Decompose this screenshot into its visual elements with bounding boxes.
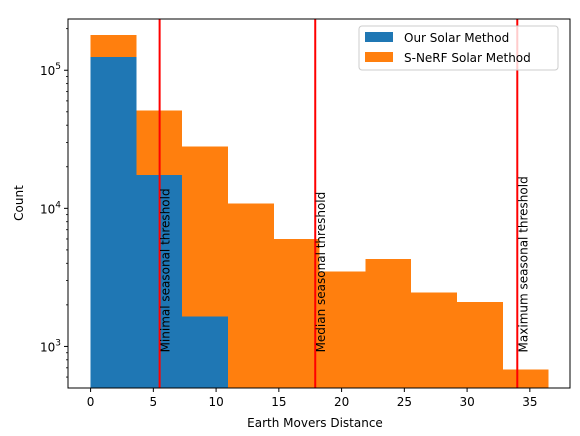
y-axis-ticks: 103 104 105 <box>40 28 68 378</box>
bar-snerf-4 <box>273 238 320 388</box>
x-tick-label-6: 30 <box>459 395 474 409</box>
y-tick-label-1: 104 <box>40 200 61 216</box>
y-axis-label: Count <box>12 185 26 221</box>
x-tick-label-2: 10 <box>208 395 223 409</box>
legend-swatch-1 <box>365 52 393 62</box>
bar-snerf-8 <box>457 301 503 388</box>
bar-snerf-9 <box>502 369 549 388</box>
x-axis-label: Earth Movers Distance <box>247 416 383 430</box>
legend-swatch-0 <box>365 32 393 42</box>
legend: Our Solar Method S-NeRF Solar Method <box>358 25 559 71</box>
bar-snerf-5 <box>319 271 366 388</box>
y-tick-label-0: 103 <box>40 338 61 354</box>
threshold-label-1: Median seasonal threshold <box>314 192 328 353</box>
x-tick-label-3: 15 <box>271 395 286 409</box>
legend-label-1: S-NeRF Solar Method <box>404 51 531 65</box>
x-tick-label-0: 0 <box>87 395 95 409</box>
bar-snerf-7 <box>411 292 458 388</box>
threshold-label-0: Minimal seasonal threshold <box>159 188 173 352</box>
bars-layer <box>90 34 549 389</box>
legend-box <box>358 25 559 71</box>
x-tick-label-7: 35 <box>522 395 537 409</box>
legend-label-0: Our Solar Method <box>404 31 509 45</box>
x-axis-ticks: 0 5 10 15 20 25 30 35 <box>87 388 537 409</box>
bar-ours-2 <box>182 316 229 388</box>
x-tick-label-4: 20 <box>334 395 349 409</box>
bar-snerf-3 <box>228 203 274 388</box>
thresholds-layer: Minimal seasonal threshold Median seasona… <box>158 19 530 388</box>
x-tick-label-1: 5 <box>150 395 158 409</box>
plot-frame <box>67 18 571 389</box>
x-tick-label-5: 25 <box>397 395 412 409</box>
bar-ours-0 <box>90 56 137 388</box>
y-tick-label-2: 105 <box>40 62 61 78</box>
bar-snerf-6 <box>365 258 412 388</box>
threshold-label-2: Maximum seasonal threshold <box>516 176 530 352</box>
